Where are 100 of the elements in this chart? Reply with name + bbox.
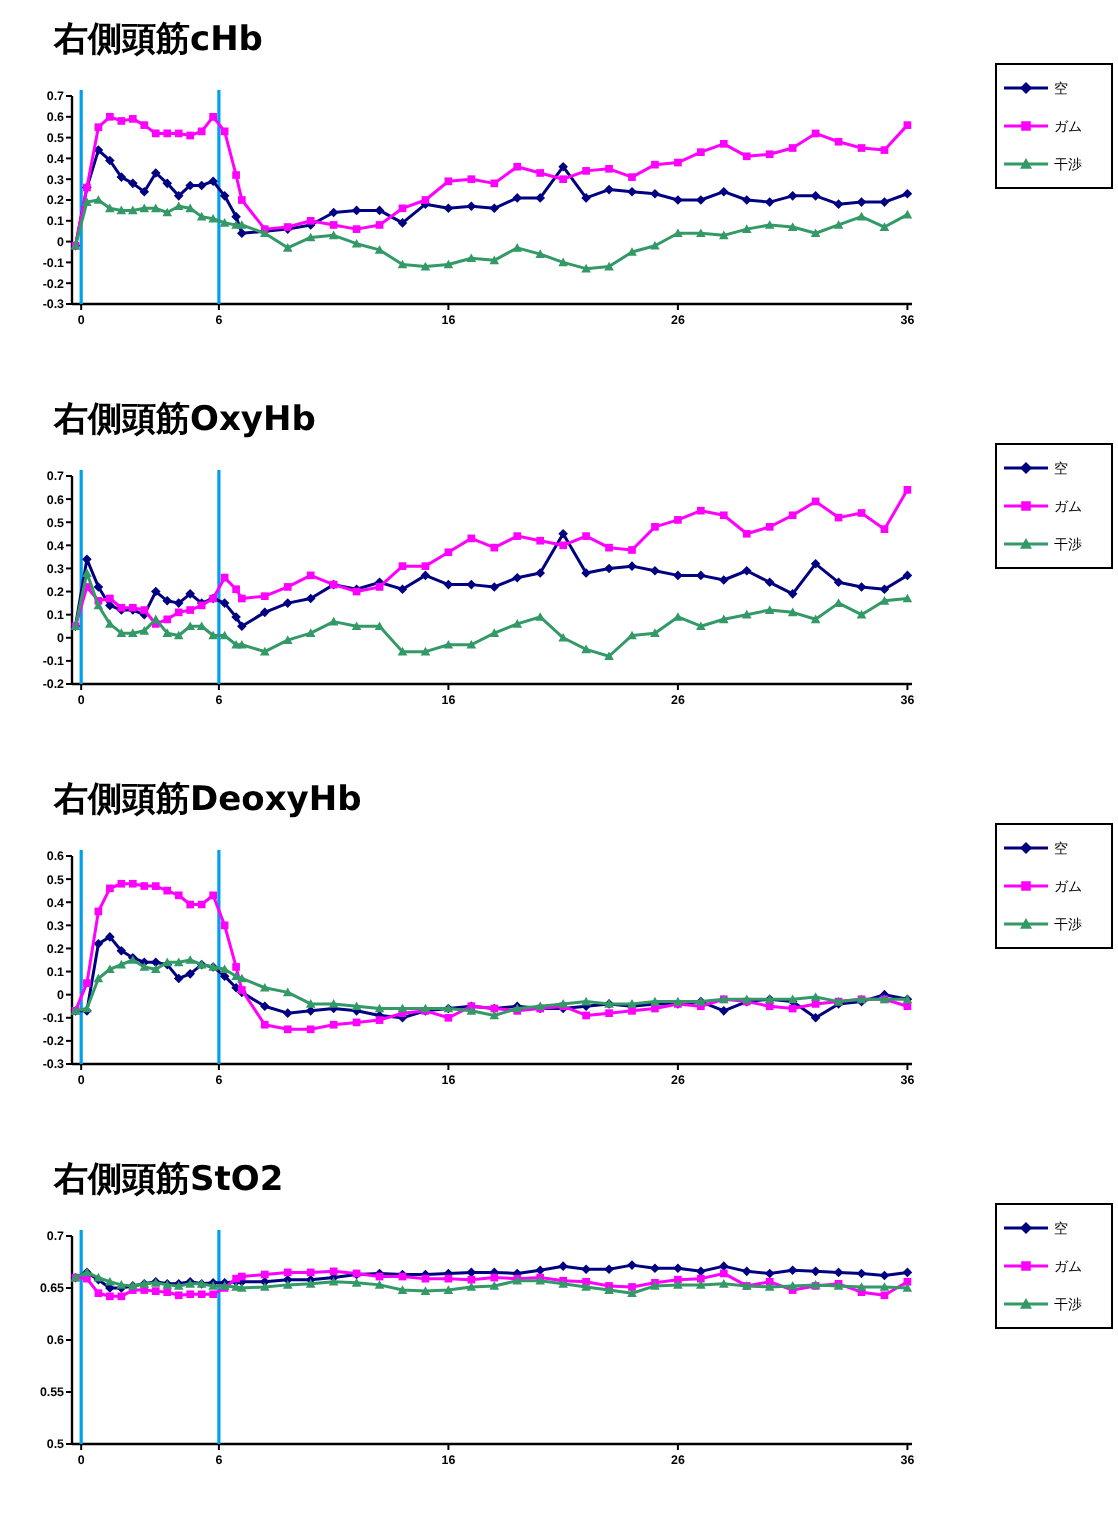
point [512,243,523,252]
point [489,255,500,265]
point [697,506,705,515]
point [185,180,195,191]
point [581,1264,591,1275]
point [719,511,728,520]
point [173,973,184,984]
point [220,921,229,930]
point [604,1264,614,1275]
point [150,964,161,974]
point [105,619,115,628]
point [196,621,207,631]
point [558,161,568,172]
point [197,900,206,909]
point [443,1285,454,1294]
point [810,191,821,201]
point [513,532,522,540]
point [719,1279,729,1288]
point [106,884,114,893]
point [305,232,316,242]
point [880,1291,889,1300]
point [185,203,195,213]
point [232,963,240,971]
point [879,197,890,207]
point [856,582,867,592]
point [329,221,338,229]
point [764,1282,775,1291]
point [209,1290,217,1299]
point [232,171,240,179]
point [306,1025,315,1034]
point [139,186,150,197]
point [174,608,183,617]
point [741,195,752,205]
point [787,607,798,617]
point [673,570,683,581]
point [238,1272,246,1281]
point [466,1282,477,1291]
point [186,606,195,614]
point [105,155,115,166]
point [306,571,315,580]
point [140,121,149,129]
chart-title: 右側頭筋cHb [52,20,263,60]
point [719,575,729,585]
point [237,621,247,632]
point [466,639,477,649]
point [185,589,195,599]
point [490,179,499,188]
point [237,220,247,229]
point [185,969,195,979]
point [788,511,797,520]
chart-title: 右側頭筋StO2 [52,1160,284,1200]
point [186,131,195,140]
point [398,562,407,570]
point [374,1003,385,1013]
point [581,644,591,654]
point [764,1268,775,1279]
point [673,228,683,238]
point [696,570,706,581]
point [697,1274,705,1283]
point [604,184,614,195]
point [489,582,500,592]
point [259,1282,270,1291]
point [512,619,523,628]
point [305,1279,316,1288]
point [903,486,912,494]
point [238,196,246,204]
point [857,509,866,517]
point [140,606,149,614]
point [106,112,114,121]
point [902,570,913,581]
point [116,205,127,215]
point [719,1261,729,1271]
point [420,261,431,271]
point [466,253,477,263]
point [489,1010,500,1020]
point [105,1276,115,1286]
point [128,628,138,637]
point [535,193,545,203]
point [605,543,613,552]
point [764,220,775,229]
point [581,1282,591,1291]
point [128,178,138,189]
point [259,607,270,618]
point [283,583,292,591]
point [117,117,126,125]
point [375,583,384,591]
point [151,129,160,138]
point [209,112,217,121]
point [93,939,104,949]
point [764,577,775,588]
point [627,1288,637,1298]
point [375,1016,384,1024]
point [260,592,269,601]
point [397,259,408,269]
point [185,621,195,631]
point [282,635,293,644]
point [604,563,614,574]
point [833,220,844,229]
point [903,121,912,129]
point [651,523,659,531]
